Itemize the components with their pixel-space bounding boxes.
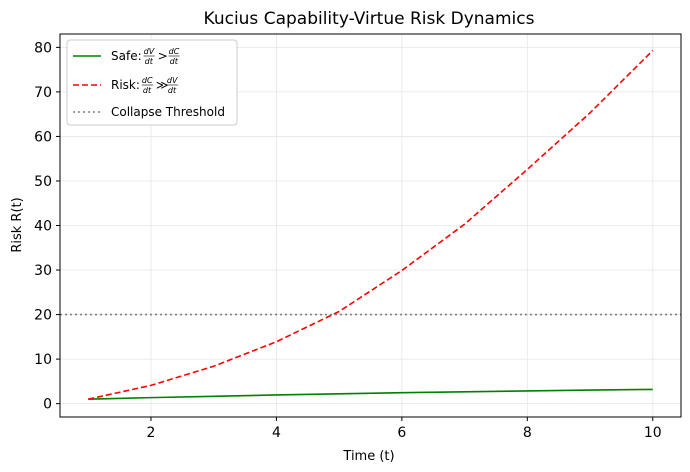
y-tick-label: 60 (34, 129, 52, 145)
x-tick-label: 4 (272, 425, 281, 441)
series-layer (60, 49, 681, 400)
x-tick-label: 10 (644, 425, 662, 441)
y-tick-label: 50 (34, 174, 52, 190)
y-tick-label: 0 (43, 397, 52, 413)
legend-label: Collapse Threshold (111, 105, 225, 119)
x-tick-label: 6 (397, 425, 406, 441)
y-tick-label: 80 (34, 40, 52, 56)
legend-box (66, 39, 238, 126)
y-tick-label: 70 (34, 85, 52, 101)
series-line-safe (88, 388, 653, 400)
axis-ticks: 2 4 6 8 10 0 10 20 30 40 50 60 70 80 (34, 40, 662, 441)
legend-entry: Collapse Threshold (111, 105, 225, 119)
series-line-risk (88, 49, 654, 400)
legend-frac-den: dt (143, 86, 152, 95)
legend-frac-num: dC (169, 47, 180, 56)
y-tick-label: 30 (34, 263, 52, 279)
legend-frac-den: dt (145, 57, 154, 66)
legend-frac-num: dV (144, 47, 155, 56)
legend-label: Risk: (111, 78, 140, 92)
y-axis-label: Risk R(t) (10, 197, 25, 252)
legend-operator: > (158, 49, 168, 63)
y-tick-label: 20 (34, 308, 52, 324)
legend-frac-num: dC (142, 76, 153, 85)
legend-frac-den: dt (170, 57, 179, 66)
legend-frac-num: dV (167, 76, 178, 85)
chart-title: Kucius Capability-Virtue Risk Dynamics (204, 9, 535, 29)
grid (60, 34, 681, 417)
y-tick-label: 40 (34, 219, 52, 235)
x-tick-label: 8 (523, 425, 532, 441)
legend-frac-den: dt (168, 86, 177, 95)
x-axis-label: Time (t) (342, 449, 394, 464)
legend-operator: ≫ (156, 78, 169, 92)
y-tick-label: 10 (34, 352, 52, 368)
x-tick-label: 2 (146, 425, 155, 441)
legend-label: Safe: (111, 49, 142, 63)
